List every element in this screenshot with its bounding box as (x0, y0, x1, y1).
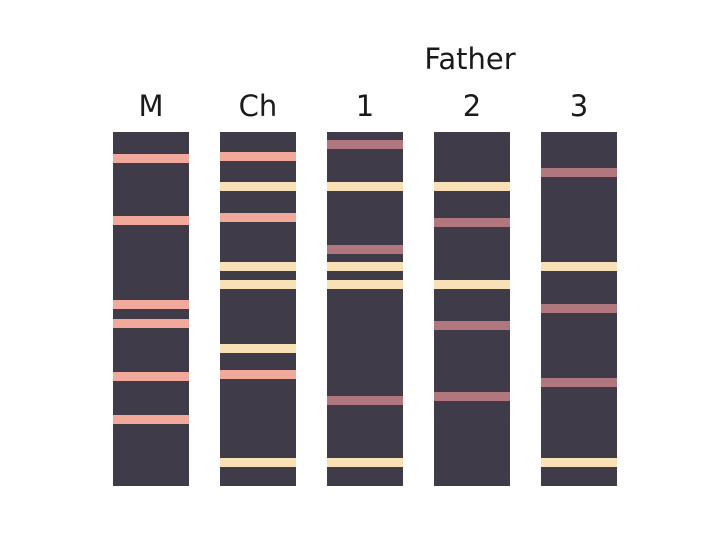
band-ch-6 (220, 344, 296, 354)
band-f2-4 (434, 320, 510, 330)
band-f3-3 (541, 304, 617, 314)
band-ch-2 (220, 181, 296, 191)
band-ch-4 (220, 262, 296, 272)
gel-lane-f2 (434, 132, 510, 486)
band-f1-2 (327, 181, 403, 191)
band-m-2 (113, 215, 189, 225)
band-f1-6 (327, 396, 403, 406)
father-group-label: Father (424, 42, 516, 76)
band-f1-1 (327, 139, 403, 149)
band-ch-1 (220, 151, 296, 161)
band-f2-3 (434, 279, 510, 289)
band-ch-5 (220, 279, 296, 289)
gel-lane-f1 (327, 132, 403, 486)
band-f2-2 (434, 217, 510, 227)
band-f1-7 (327, 458, 403, 468)
band-m-3 (113, 299, 189, 309)
lane-label-m: M (138, 89, 164, 123)
band-m-1 (113, 153, 189, 163)
band-f2-5 (434, 392, 510, 402)
band-m-5 (113, 372, 189, 382)
band-f3-2 (541, 262, 617, 272)
band-ch-3 (220, 212, 296, 222)
band-f3-4 (541, 377, 617, 387)
band-ch-8 (220, 458, 296, 468)
lane-label-f3: 3 (569, 89, 589, 123)
band-f2-1 (434, 181, 510, 191)
lane-label-ch: Ch (238, 89, 278, 123)
band-f3-1 (541, 167, 617, 177)
band-f1-5 (327, 279, 403, 289)
gel-lane-m (113, 132, 189, 486)
band-ch-7 (220, 370, 296, 380)
band-m-4 (113, 318, 189, 328)
gel-lane-f3 (541, 132, 617, 486)
gel-lane-ch (220, 132, 296, 486)
band-f1-3 (327, 245, 403, 255)
band-f3-5 (541, 458, 617, 468)
lane-label-f2: 2 (462, 89, 482, 123)
lane-label-f1: 1 (355, 89, 375, 123)
band-m-6 (113, 415, 189, 425)
band-f1-4 (327, 262, 403, 272)
